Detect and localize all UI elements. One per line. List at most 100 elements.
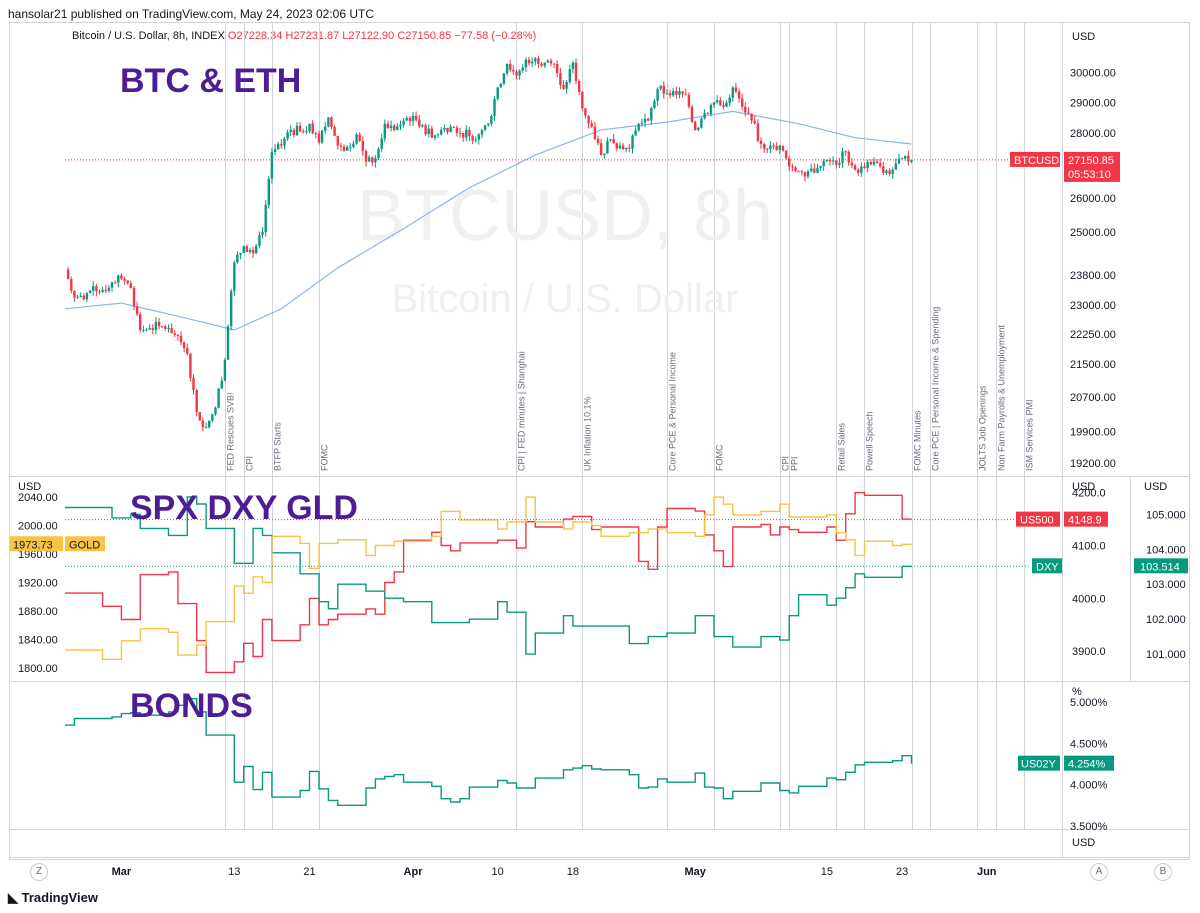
event-label: ISM Services PMI <box>1025 399 1035 471</box>
candle-body <box>853 165 857 170</box>
bonds-axis-tick: 3.500% <box>1070 821 1108 833</box>
candle-body <box>380 138 383 149</box>
candle-body <box>471 136 474 141</box>
gold-axis-tick: 1840.00 <box>18 634 58 646</box>
candle-body <box>104 289 107 291</box>
candle-body <box>499 83 502 88</box>
btc-axis-tick: 21500.00 <box>1070 359 1116 371</box>
candle-body <box>659 85 662 89</box>
candle-body <box>324 126 327 131</box>
candle-body <box>640 122 644 124</box>
candle-body <box>399 124 402 127</box>
candle-body <box>869 162 872 165</box>
candle-body <box>888 170 891 175</box>
candle-body <box>474 139 477 141</box>
watermark-symbol: BTCUSD, 8h <box>357 176 773 256</box>
candle-body <box>537 58 540 64</box>
candle-body <box>828 159 832 162</box>
candle-body <box>267 178 270 205</box>
ohlc-close: C27150.85 <box>397 30 452 42</box>
event-label: Powell Speech <box>865 411 875 471</box>
bonds-axis-tick: 5.000% <box>1070 697 1108 709</box>
candle-body <box>182 342 186 349</box>
symbol-legend[interactable]: Bitcoin / U.S. Dollar, 8h, INDEX O27228.… <box>72 30 536 42</box>
candle-body <box>396 126 399 130</box>
zoom-reset-button[interactable]: Z <box>30 863 48 881</box>
candle-body <box>88 290 92 293</box>
candle-body <box>402 120 405 125</box>
dxy-tag-name-bg <box>1032 558 1062 574</box>
candle-body <box>383 123 386 139</box>
candle-body <box>198 412 201 421</box>
candle-body <box>333 126 336 136</box>
candle-body <box>687 94 691 107</box>
candle-body <box>186 348 189 354</box>
candle-body <box>596 138 600 144</box>
watermark-name: Bitcoin / U.S. Dollar <box>392 277 739 321</box>
candle-body <box>433 135 437 138</box>
candle-body <box>634 130 637 136</box>
candle-body <box>904 155 907 159</box>
candle-body <box>135 306 139 315</box>
time-axis-tick: Mar <box>112 866 132 878</box>
auto-scale-button[interactable]: A <box>1090 863 1108 881</box>
candle-body <box>217 388 220 408</box>
ohlc-change: −77.58 (−0.28%) <box>454 30 537 42</box>
candle-body <box>211 414 214 421</box>
candle-body <box>452 126 455 128</box>
candle-body <box>628 147 631 149</box>
candle-body <box>220 380 223 389</box>
candle-body <box>110 282 114 288</box>
btc-axis-tick: 23800.00 <box>1070 270 1116 282</box>
candle-body <box>305 131 308 133</box>
candle-body <box>192 377 195 390</box>
tradingview-logo[interactable]: ◣ TradingView <box>8 890 98 906</box>
candle-body <box>458 133 462 134</box>
candle-body <box>233 262 236 292</box>
candle-body <box>126 280 129 284</box>
candle-body <box>697 127 700 130</box>
time-axis-tick: May <box>684 866 706 878</box>
candle-body <box>98 291 101 293</box>
time-axis-tick: 23 <box>896 866 908 878</box>
candle-body <box>857 169 860 173</box>
event-label: BTFP Starts <box>273 422 283 471</box>
candle-body <box>788 158 791 167</box>
time-axis-tick: 15 <box>821 866 833 878</box>
candle-body <box>311 123 314 134</box>
candle-body <box>706 112 709 114</box>
candle-body <box>157 321 161 327</box>
candle-body <box>565 82 568 89</box>
candle-body <box>709 104 713 114</box>
candle-body <box>728 97 731 103</box>
candle-body <box>139 314 142 330</box>
candle-body <box>690 106 694 122</box>
gold-tag-name: GOLD <box>69 539 100 551</box>
candle-body <box>656 88 659 101</box>
candle-body <box>374 158 377 163</box>
candle-body <box>82 295 85 300</box>
candle-body <box>521 67 524 71</box>
time-axis-tick: Jun <box>977 866 997 878</box>
candle-body <box>208 420 211 428</box>
candle-body <box>775 145 778 150</box>
candle-body <box>756 123 760 141</box>
candle-body <box>593 126 597 139</box>
log-scale-button[interactable]: B <box>1154 863 1172 881</box>
candle-body <box>440 129 443 135</box>
candle-body <box>223 359 227 381</box>
candle-body <box>650 108 653 121</box>
candle-body <box>164 326 167 329</box>
candle-body <box>251 249 255 254</box>
candle-body <box>314 133 317 135</box>
candle-body <box>120 275 123 279</box>
candle-body <box>581 91 584 109</box>
candle-body <box>79 295 82 298</box>
candle-body <box>530 61 534 64</box>
spx-axis-tick: 3900.0 <box>1072 646 1106 658</box>
candle-body <box>455 127 459 133</box>
candle-body <box>907 155 910 162</box>
event-label: CPI | FED minutes | Shanghai <box>517 351 527 471</box>
spx-tag-name-bg <box>1016 511 1060 527</box>
